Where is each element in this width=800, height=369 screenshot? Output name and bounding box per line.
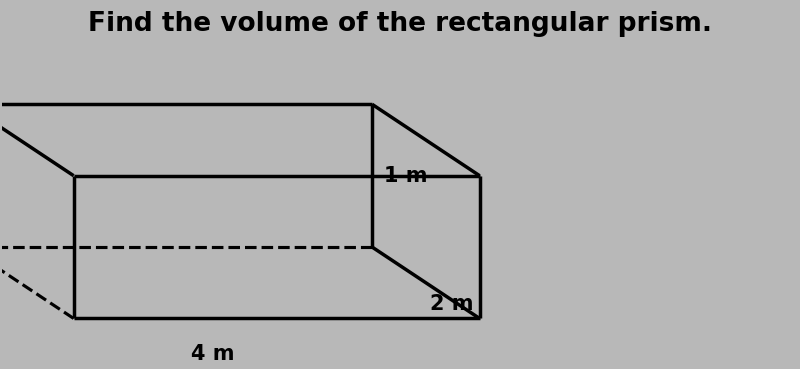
- Text: Find the volume of the rectangular prism.: Find the volume of the rectangular prism…: [88, 11, 712, 37]
- Text: 4 m: 4 m: [191, 344, 234, 364]
- Text: 2 m: 2 m: [430, 294, 474, 314]
- Text: 1 m: 1 m: [384, 166, 427, 186]
